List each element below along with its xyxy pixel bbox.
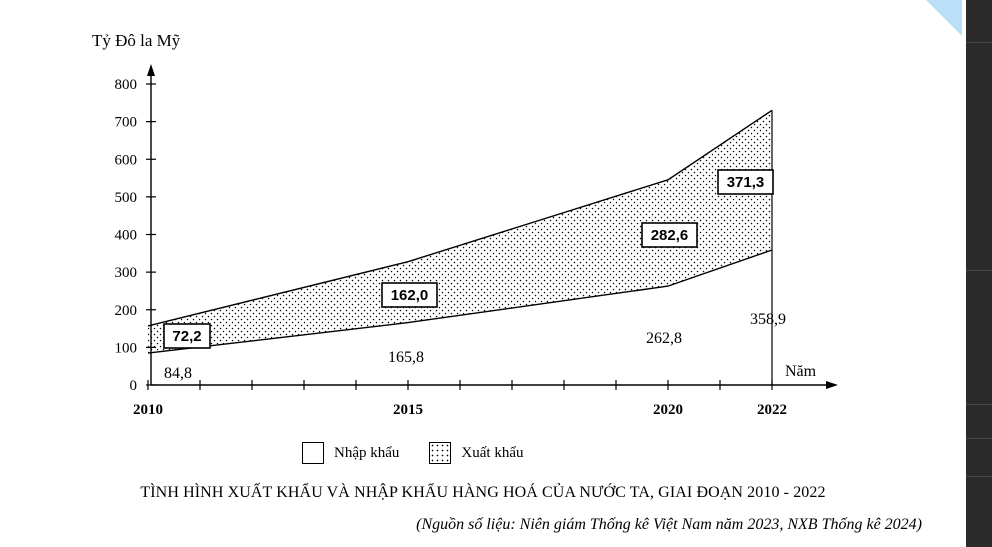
- import-data-label: 262,8: [646, 330, 682, 347]
- y-axis-arrow: [147, 64, 155, 76]
- legend: Nhập khẩu Xuất khẩu: [302, 440, 553, 466]
- import-data-label: 165,8: [388, 349, 424, 366]
- import-line: [147, 249, 773, 354]
- export-label-box: [717, 169, 774, 195]
- y-tick-label: 200: [115, 303, 138, 319]
- y-tick-label: 0: [130, 378, 138, 394]
- y-tick-label: 500: [115, 190, 138, 206]
- side-panel: [966, 0, 992, 547]
- legend-swatch-import: [302, 442, 324, 464]
- x-tick-label: 2010: [133, 402, 163, 418]
- legend-label-import: Nhập khẩu: [334, 444, 400, 461]
- x-tick-label: 2022: [757, 402, 787, 418]
- corner-mark: [926, 0, 962, 36]
- y-tick-label: 300: [115, 265, 138, 281]
- x-tick-label: 2015: [393, 402, 423, 418]
- y-tick-label: 400: [115, 228, 138, 244]
- export-data-label: 72,2: [172, 328, 201, 345]
- total-line: [147, 109, 773, 327]
- x-axis-title: Năm: [785, 363, 817, 380]
- legend-label-export: Xuất khẩu: [461, 444, 524, 461]
- export-label-box: [163, 323, 211, 349]
- export-data-label: 282,6: [651, 227, 689, 244]
- export-area: [148, 110, 772, 354]
- chart-title: TÌNH HÌNH XUẤT KHẨU VÀ NHẬP KHẨU HÀNG HO…: [140, 484, 826, 501]
- export-data-label: 371,3: [727, 174, 765, 191]
- y-axis-title: Tỷ Đô la Mỹ: [92, 31, 181, 50]
- y-tick-label: 100: [115, 340, 138, 356]
- chart-source: (Nguồn số liệu: Niên giám Thống kê Việt …: [416, 516, 922, 533]
- x-axis-arrow: [826, 381, 838, 389]
- legend-swatch-export: [429, 442, 452, 464]
- y-tick-label: 800: [115, 77, 138, 93]
- y-tick-label: 700: [115, 115, 138, 131]
- export-label-box: [381, 282, 438, 308]
- x-tick-label: 2020: [653, 402, 683, 418]
- import-area: [148, 250, 772, 385]
- import-data-label: 84,8: [164, 365, 192, 382]
- export-label-box: [641, 222, 698, 248]
- y-tick-label: 600: [115, 152, 138, 168]
- import-data-label: 358,9: [750, 311, 786, 328]
- export-data-label: 162,0: [391, 287, 429, 304]
